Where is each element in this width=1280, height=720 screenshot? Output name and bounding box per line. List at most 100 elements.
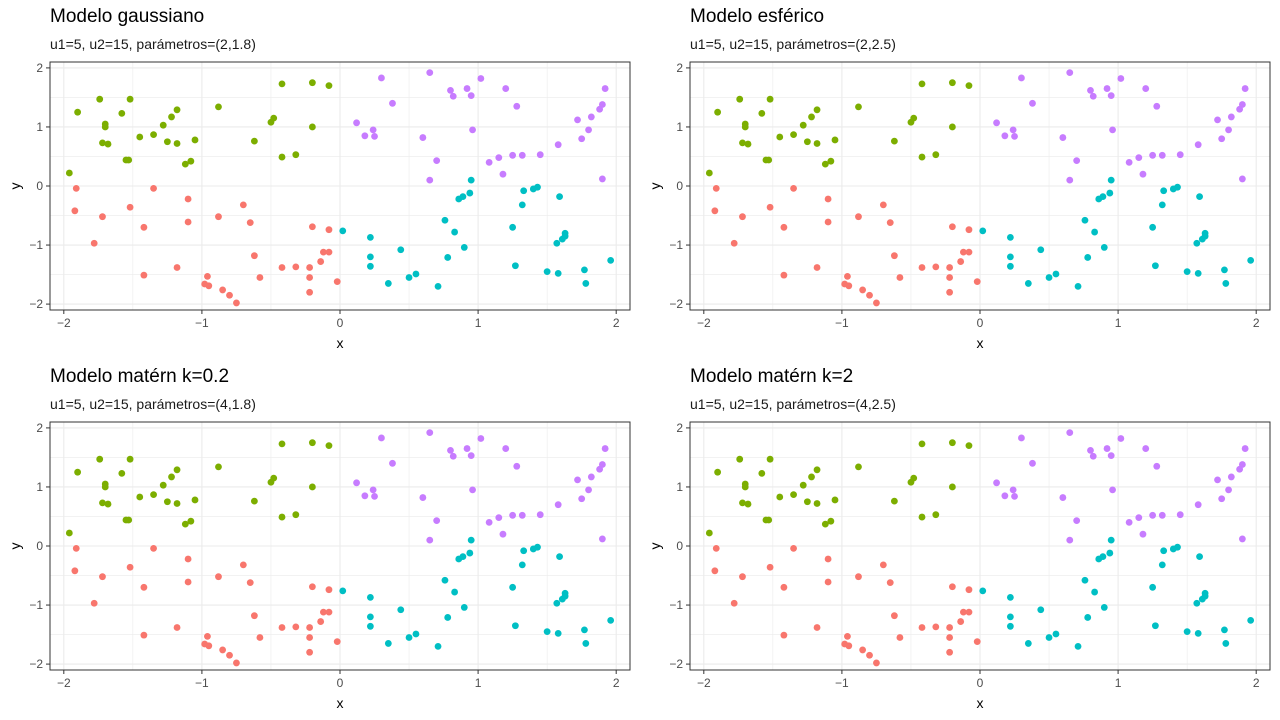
data-point	[808, 473, 815, 481]
data-point	[306, 288, 314, 296]
data-point	[292, 511, 300, 519]
data-point	[918, 440, 926, 448]
data-point	[1158, 511, 1166, 519]
data-point	[918, 513, 926, 521]
data-point	[325, 226, 333, 234]
data-point	[278, 153, 286, 161]
data-point	[1176, 511, 1184, 519]
data-point	[308, 223, 316, 231]
data-point	[511, 622, 519, 630]
data-point	[758, 109, 766, 117]
data-point	[353, 119, 360, 127]
data-point	[463, 85, 471, 92]
x-tick-label: 2	[613, 676, 620, 690]
data-point	[308, 583, 316, 591]
data-point	[1238, 101, 1246, 108]
data-point	[426, 176, 434, 184]
data-point	[140, 271, 148, 279]
data-point	[948, 439, 956, 447]
data-point	[585, 486, 592, 494]
y-tick-label: 0	[36, 539, 43, 553]
data-point	[1194, 269, 1202, 277]
data-point	[711, 207, 719, 215]
y-axis-label: y	[7, 183, 23, 190]
data-point	[502, 85, 510, 92]
data-point	[932, 151, 940, 159]
data-point	[932, 623, 940, 631]
data-point	[1011, 133, 1018, 140]
data-point	[739, 499, 746, 507]
x-tick-label: 1	[475, 676, 482, 690]
data-point	[965, 586, 973, 594]
y-tick-label: −1	[29, 238, 43, 252]
data-point	[173, 624, 181, 631]
data-point	[554, 269, 562, 277]
data-point	[813, 466, 821, 474]
data-point	[333, 638, 341, 646]
data-point	[325, 442, 333, 450]
data-point	[790, 184, 797, 192]
panel-title: Modelo gaussiano	[50, 6, 205, 27]
data-point	[1135, 154, 1143, 162]
data-point	[1106, 549, 1114, 557]
data-point	[780, 223, 788, 231]
data-point	[1193, 239, 1201, 247]
data-point	[1238, 461, 1246, 468]
data-point	[369, 126, 377, 134]
data-point	[607, 617, 615, 624]
x-tick-label: 0	[977, 676, 984, 690]
x-tick-label: −2	[57, 316, 71, 330]
data-point	[1087, 446, 1094, 454]
x-axis-label: x	[977, 335, 984, 351]
data-point	[844, 632, 851, 640]
data-point	[1006, 613, 1014, 621]
data-point	[598, 461, 606, 468]
data-point	[499, 530, 507, 538]
data-point	[1193, 599, 1201, 607]
data-point	[1160, 187, 1168, 195]
data-point	[205, 642, 213, 650]
data-point	[824, 578, 832, 586]
data-point	[1029, 459, 1036, 467]
data-point	[233, 659, 240, 667]
data-point	[561, 589, 569, 597]
data-point	[1103, 85, 1111, 92]
data-point	[1151, 622, 1159, 630]
data-point	[821, 160, 829, 168]
data-point	[1099, 193, 1107, 201]
data-point	[292, 151, 300, 159]
data-point	[705, 529, 713, 537]
data-point	[957, 258, 965, 265]
data-point	[278, 440, 286, 448]
data-point	[278, 513, 286, 521]
data-point	[859, 286, 867, 294]
panel-title: Modelo matérn k=0.2	[50, 366, 230, 387]
y-tick-label: −1	[29, 598, 43, 612]
data-point	[1247, 617, 1255, 624]
data-point	[150, 131, 157, 139]
data-point	[741, 123, 749, 131]
data-point	[459, 553, 467, 561]
y-tick-label: −2	[29, 657, 43, 671]
data-point	[278, 80, 286, 88]
data-point	[910, 114, 918, 122]
data-point	[813, 106, 821, 114]
x-axis-label: x	[337, 335, 344, 351]
data-point	[459, 193, 467, 201]
x-tick-label: −2	[57, 676, 71, 690]
data-point	[1227, 113, 1235, 121]
data-point	[366, 253, 374, 261]
y-tick-label: 0	[36, 179, 43, 193]
data-point	[739, 213, 746, 221]
data-point	[366, 593, 374, 601]
data-point	[270, 474, 278, 482]
data-point	[187, 517, 195, 525]
data-point	[101, 123, 109, 131]
data-point	[587, 113, 595, 121]
data-point	[1194, 629, 1202, 637]
data-point	[159, 481, 167, 489]
data-point	[96, 455, 104, 463]
scatter-plot: −2 −1 0 1 2 −2 −1 0 1 2 x y	[7, 421, 631, 711]
data-point	[1218, 495, 1226, 503]
data-point	[477, 75, 485, 82]
